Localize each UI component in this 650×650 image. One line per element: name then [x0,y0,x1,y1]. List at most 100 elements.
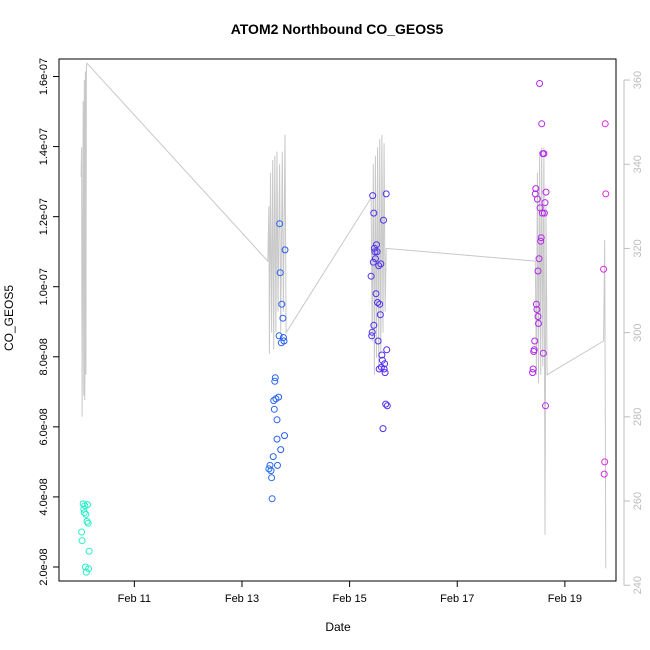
right-y-tick-label: 340 [632,155,644,173]
data-point [79,500,87,508]
y-tick-label: 2.0e-08 [38,548,50,585]
y-tick-label: 8.0e-08 [38,338,50,375]
right-y-tick-label: 260 [632,492,644,510]
data-point [533,306,541,313]
data-point [529,369,537,377]
y-axis-right: 240 260 280 300 320 340 360 [623,71,644,594]
right-y-tick-label: 300 [632,323,644,341]
data-point [369,192,377,200]
data-point [537,234,545,242]
data-point [276,220,284,228]
data-point [531,337,539,345]
data-point [532,185,540,193]
x-tick-label: Feb 13 [225,593,259,605]
y-tick-label: 1.6e-07 [38,58,50,95]
data-point [368,332,376,340]
data-point [377,260,385,268]
data-point [85,547,93,555]
x-tick-label: Feb 17 [440,593,474,605]
x-axis-label: Date [325,620,351,634]
data-point [85,565,93,573]
data-point [534,313,542,320]
data-point [265,465,273,473]
data-point [375,262,383,270]
data-point [371,255,379,263]
data-point [273,416,281,424]
data-point [271,374,279,382]
y-tick-label: 1.4e-07 [38,128,50,165]
data-point [268,495,276,503]
data-point [538,120,546,128]
data-point [602,190,610,198]
data-point [275,393,283,401]
x-tick-label: Feb 15 [332,593,366,605]
data-point [84,501,91,509]
data-point [78,537,86,545]
data-point [540,150,548,158]
chart-title: ATOM2 Northbound CO_GEOS5 [231,21,444,37]
data-point [379,425,387,433]
data-point [372,290,380,298]
data-point [376,311,384,319]
right-y-tick-label: 240 [632,576,644,594]
data-point [274,461,281,469]
points-layer [78,80,610,576]
data-point [535,320,542,327]
data-point [601,120,609,128]
data-point [84,519,92,527]
data-point [266,461,274,469]
data-point [383,402,391,410]
data-point [268,474,276,482]
data-point [382,190,390,198]
plot-box [58,58,617,582]
right-y-tick-label: 320 [632,239,644,257]
data-point [383,346,391,354]
secondary-line-layer [80,62,607,569]
data-point [375,365,383,373]
data-point [370,321,378,329]
data-point [270,397,278,405]
data-point [539,349,547,357]
y-axis-left: 2.0e-08 4.0e-08 6.0e-08 8.0e-08 1.0e-07 1.2e-… [38,58,59,586]
data-point [82,510,90,518]
y-tick-label: 1.2e-07 [38,198,50,235]
data-point [273,435,281,443]
data-point [82,568,90,576]
data-point [373,241,380,249]
data-point [269,453,277,461]
data-point [381,360,389,368]
data-point [276,269,284,277]
y-tick-label: 6.0e-08 [38,408,50,445]
data-point [267,467,275,475]
data-point [374,337,382,345]
data-point [529,365,537,373]
right-y-tick-label: 360 [632,71,644,89]
data-point [532,300,540,308]
data-point [538,209,546,217]
data-point [378,351,386,359]
data-point [600,265,608,273]
data-point [374,299,382,306]
data-point [279,314,287,322]
data-point [371,248,379,256]
data-point [280,337,288,345]
data-point [542,402,549,410]
data-point [271,377,279,385]
data-point [537,237,545,245]
data-point [542,188,550,196]
data-point [380,216,387,224]
x-tick-label: Feb 19 [548,593,582,605]
data-point [380,365,388,373]
data-point [600,470,608,478]
data-point [281,432,288,440]
right-y-tick-label: 280 [632,408,644,426]
data-point [382,400,390,408]
data-point [78,528,86,536]
data-point [277,446,285,454]
data-point [279,334,287,341]
data-point [278,300,286,308]
y-tick-label: 4.0e-08 [38,478,50,515]
secondary-series-line [80,62,607,569]
data-point [530,346,538,354]
